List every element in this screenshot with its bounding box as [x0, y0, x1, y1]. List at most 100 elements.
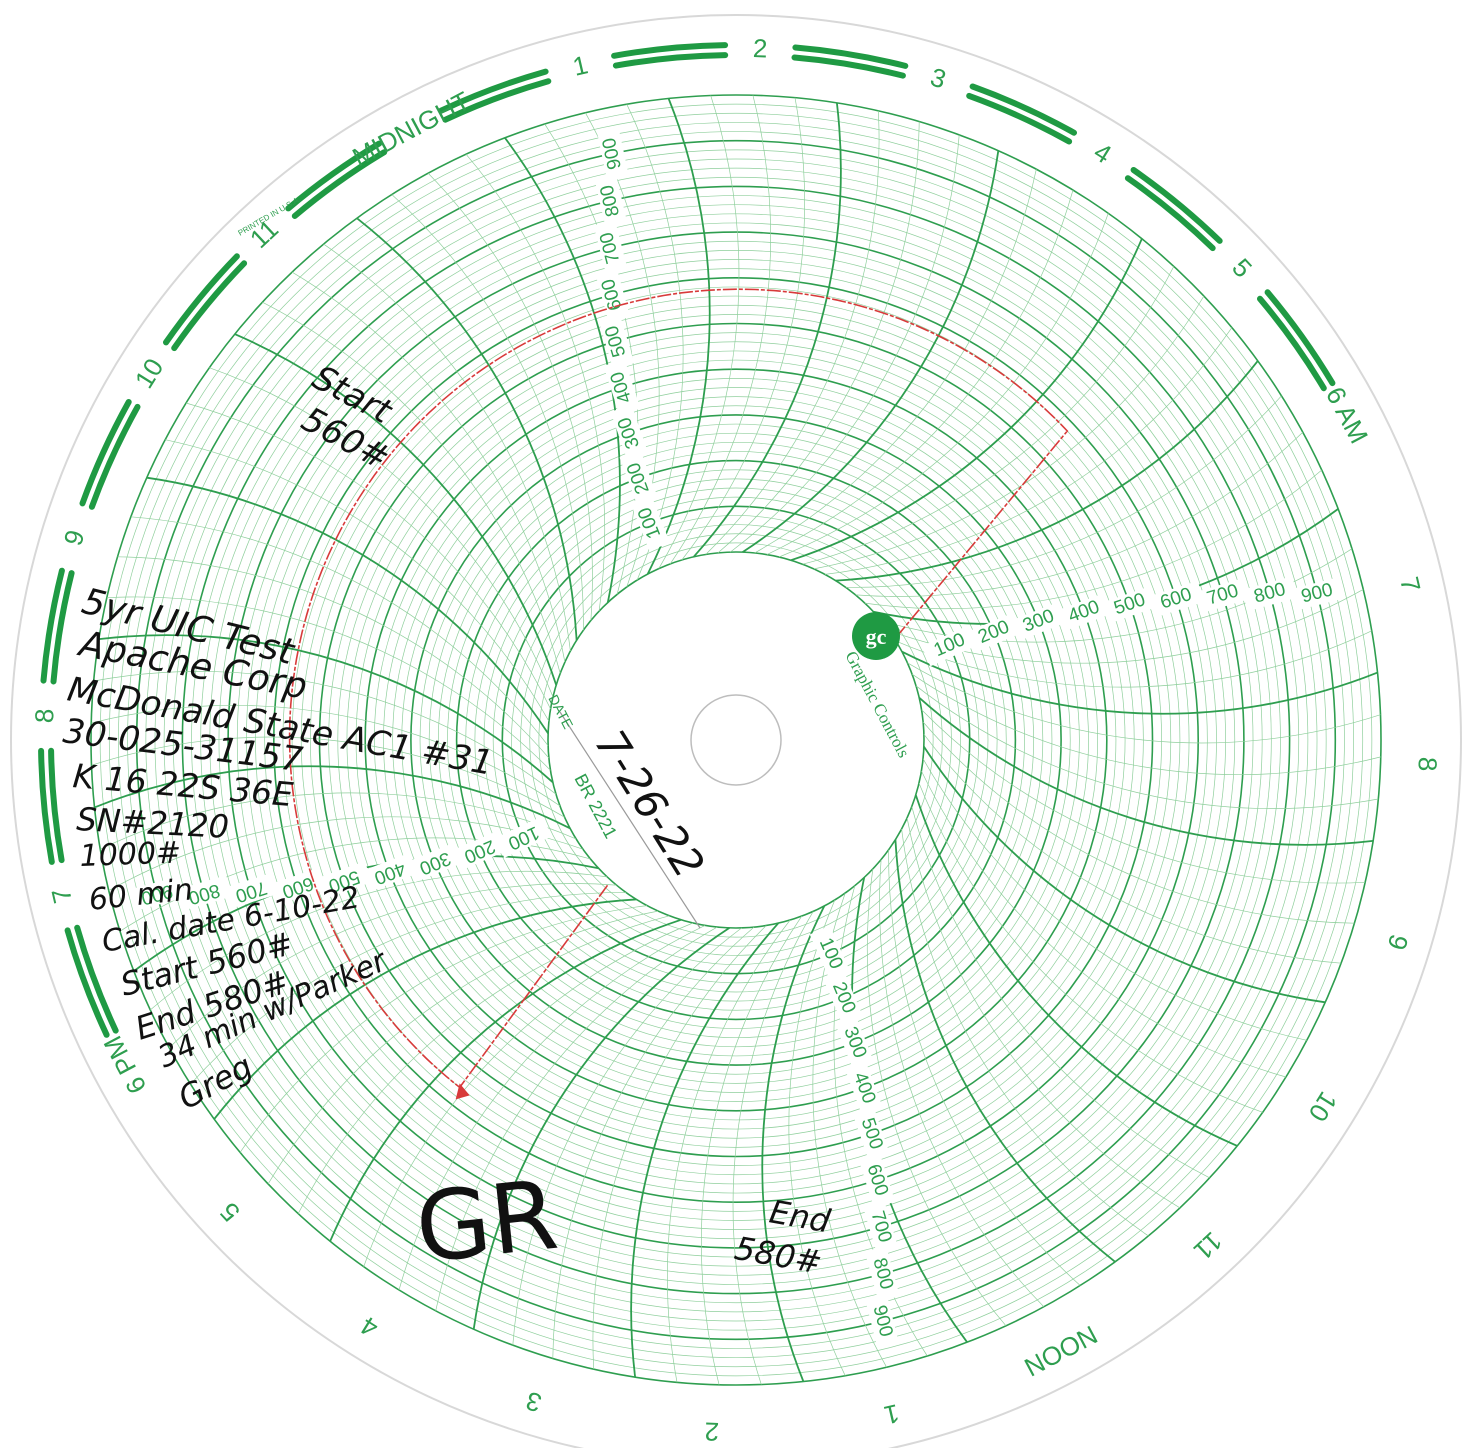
- time-line-minor: [802, 266, 1175, 565]
- time-line-minor: [427, 172, 593, 621]
- time-line-major: [98, 634, 554, 783]
- time-line-minor: [297, 915, 670, 1214]
- scale-label-bg: [823, 969, 864, 1027]
- grid-ring-major: [227, 231, 1245, 1249]
- time-line-minor: [209, 367, 554, 698]
- time-line-major: [630, 922, 779, 1378]
- time-line-major: [790, 238, 1143, 562]
- scale-label-bg: [222, 872, 280, 910]
- grid-ring-minor: [373, 377, 1099, 1103]
- grid-ring-minor: [255, 259, 1217, 1221]
- time-line-minor: [267, 910, 659, 1185]
- grid-ring-minor: [264, 268, 1208, 1212]
- band-dash-night: [88, 403, 141, 510]
- time-line-major: [146, 476, 549, 734]
- scale-label-bg: [603, 359, 641, 416]
- time-line-major: [835, 360, 1259, 582]
- grid-ring-minor: [529, 533, 943, 947]
- time-line-minor: [106, 596, 551, 771]
- scale-label-bg: [864, 1245, 900, 1302]
- time-line-minor: [906, 817, 1181, 1209]
- scale-label-bg: [965, 612, 1023, 653]
- grid-ring-minor: [310, 314, 1162, 1166]
- time-line-minor: [911, 806, 1210, 1179]
- grid-ring-minor: [538, 542, 934, 938]
- time-label: 2: [752, 33, 768, 63]
- grid-ring-major: [272, 276, 1200, 1204]
- grid-ring-minor: [145, 149, 1327, 1331]
- scale-label-bg: [315, 861, 373, 900]
- time-line-minor: [717, 121, 920, 554]
- scale-label-bg: [594, 172, 628, 229]
- time-line-minor: [911, 673, 1381, 775]
- initials: GR: [411, 1159, 563, 1285]
- chart-center: gc: [550, 554, 922, 929]
- time-line-major: [646, 98, 711, 575]
- grid-ring-minor: [437, 441, 1035, 1039]
- scale-label-bg: [451, 830, 508, 871]
- scale-label-bg: [921, 625, 979, 667]
- time-line-major: [329, 918, 682, 1242]
- time-line-minor: [117, 556, 550, 759]
- grid-ring-minor: [246, 250, 1226, 1230]
- scale-label-bg: [596, 125, 629, 182]
- scale-label-bg: [809, 925, 851, 983]
- time-line-minor: [667, 919, 791, 1383]
- grid-ring-minor: [346, 350, 1126, 1130]
- time-line-minor: [391, 194, 584, 631]
- grid-ring-minor: [428, 432, 1044, 1048]
- time-line-minor: [626, 104, 684, 581]
- band-dash-night: [1130, 167, 1223, 244]
- trace-start-marker: [455, 1083, 470, 1100]
- band-dash-night: [48, 747, 65, 864]
- band-dash-night: [792, 44, 909, 69]
- time-line-major: [761, 905, 826, 1382]
- band-dash-night: [285, 140, 383, 212]
- grid-ring-minor: [447, 451, 1025, 1029]
- time-line-major: [742, 150, 1000, 553]
- time-line-minor: [788, 899, 846, 1376]
- band-dash-night: [791, 54, 906, 79]
- scale-label-bg: [619, 449, 659, 507]
- scale-label-bg: [1055, 592, 1113, 632]
- logo-badge: [852, 612, 900, 660]
- band-dash-night: [171, 260, 248, 352]
- time-line-major: [901, 650, 1378, 715]
- time-line-minor: [754, 169, 1037, 554]
- grid-ring-minor: [218, 222, 1254, 1258]
- grid-ring-minor: [419, 423, 1053, 1057]
- time-band: [38, 42, 1336, 1038]
- grid-ring-major: [410, 414, 1062, 1066]
- band-dash-night: [438, 68, 549, 114]
- time-line-minor: [866, 868, 1007, 1327]
- time-line-minor: [921, 770, 1287, 1078]
- time-label: 1: [570, 49, 591, 81]
- grid-ring-minor: [337, 341, 1135, 1139]
- scale-label-bg: [610, 404, 649, 461]
- scale-label-bg: [128, 876, 185, 912]
- time-label: 2: [704, 1416, 720, 1446]
- grid-ring-minor: [200, 204, 1272, 1276]
- grid-ring-minor: [483, 487, 989, 993]
- scale-label-bg: [865, 1293, 900, 1350]
- grid-ring-inner: [547, 551, 925, 929]
- band-dash-night: [1124, 175, 1216, 252]
- grid-ring-minor: [300, 304, 1172, 1176]
- time-line-minor: [658, 95, 740, 569]
- band-dash-night: [79, 399, 132, 507]
- time-line-minor: [879, 859, 1045, 1308]
- time-line-minor: [91, 736, 565, 818]
- info-line-6: SN#2120: [76, 800, 230, 846]
- grid-ring-major: [364, 368, 1108, 1112]
- scale-label-bg: [361, 852, 418, 892]
- grid-ring-minor: [520, 524, 952, 956]
- grid-ring-major: [181, 185, 1291, 1295]
- time-line-minor: [705, 110, 880, 555]
- time-line-minor: [398, 925, 706, 1291]
- band-dash-night: [442, 78, 552, 123]
- grid-ring-minor: [492, 496, 980, 984]
- time-label: 1: [881, 1398, 902, 1430]
- grid-ring-minor: [291, 295, 1181, 1185]
- scale-label-bg: [630, 494, 670, 551]
- time-line-minor: [922, 758, 1307, 1041]
